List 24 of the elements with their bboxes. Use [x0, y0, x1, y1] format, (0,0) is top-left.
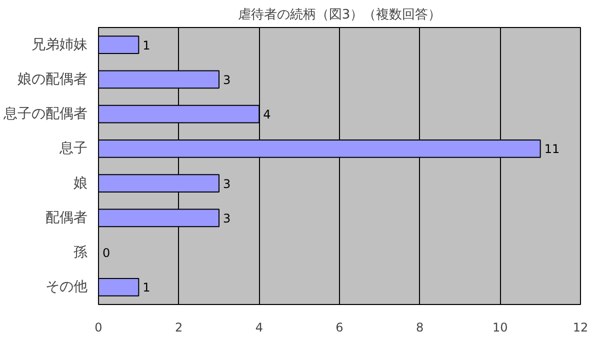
- y-tick-label: 配偶者: [46, 210, 88, 226]
- y-tick-label: 娘の配偶者: [18, 71, 88, 88]
- data-label: 0: [102, 246, 110, 260]
- data-label: 1: [142, 38, 150, 52]
- x-tick-label: 10: [492, 320, 508, 334]
- x-tick-label: 0: [94, 320, 102, 334]
- data-label: 3: [223, 176, 231, 191]
- data-label: 4: [263, 108, 271, 122]
- data-label: 3: [223, 211, 231, 226]
- y-tick-label: 兄弟姉妹: [32, 36, 88, 53]
- x-tick-label: 4: [255, 320, 263, 334]
- data-label: 3: [223, 72, 231, 87]
- data-label: 11: [544, 142, 560, 156]
- x-tick-label: 12: [572, 320, 588, 334]
- x-tick-label: 6: [336, 320, 344, 334]
- chart-title: 虐待者の続柄（図3）（複数回答）: [238, 8, 442, 22]
- y-tick-label: 孫: [74, 244, 88, 261]
- x-tick-label: 2: [175, 320, 183, 334]
- y-tick-label: 娘: [74, 175, 88, 192]
- y-tick-label: 息子: [58, 140, 88, 157]
- y-tick-label: 息子の配偶者: [2, 106, 88, 122]
- y-tick-label: その他: [46, 279, 88, 296]
- data-label: 1: [142, 280, 150, 295]
- x-tick-label: 8: [416, 320, 424, 334]
